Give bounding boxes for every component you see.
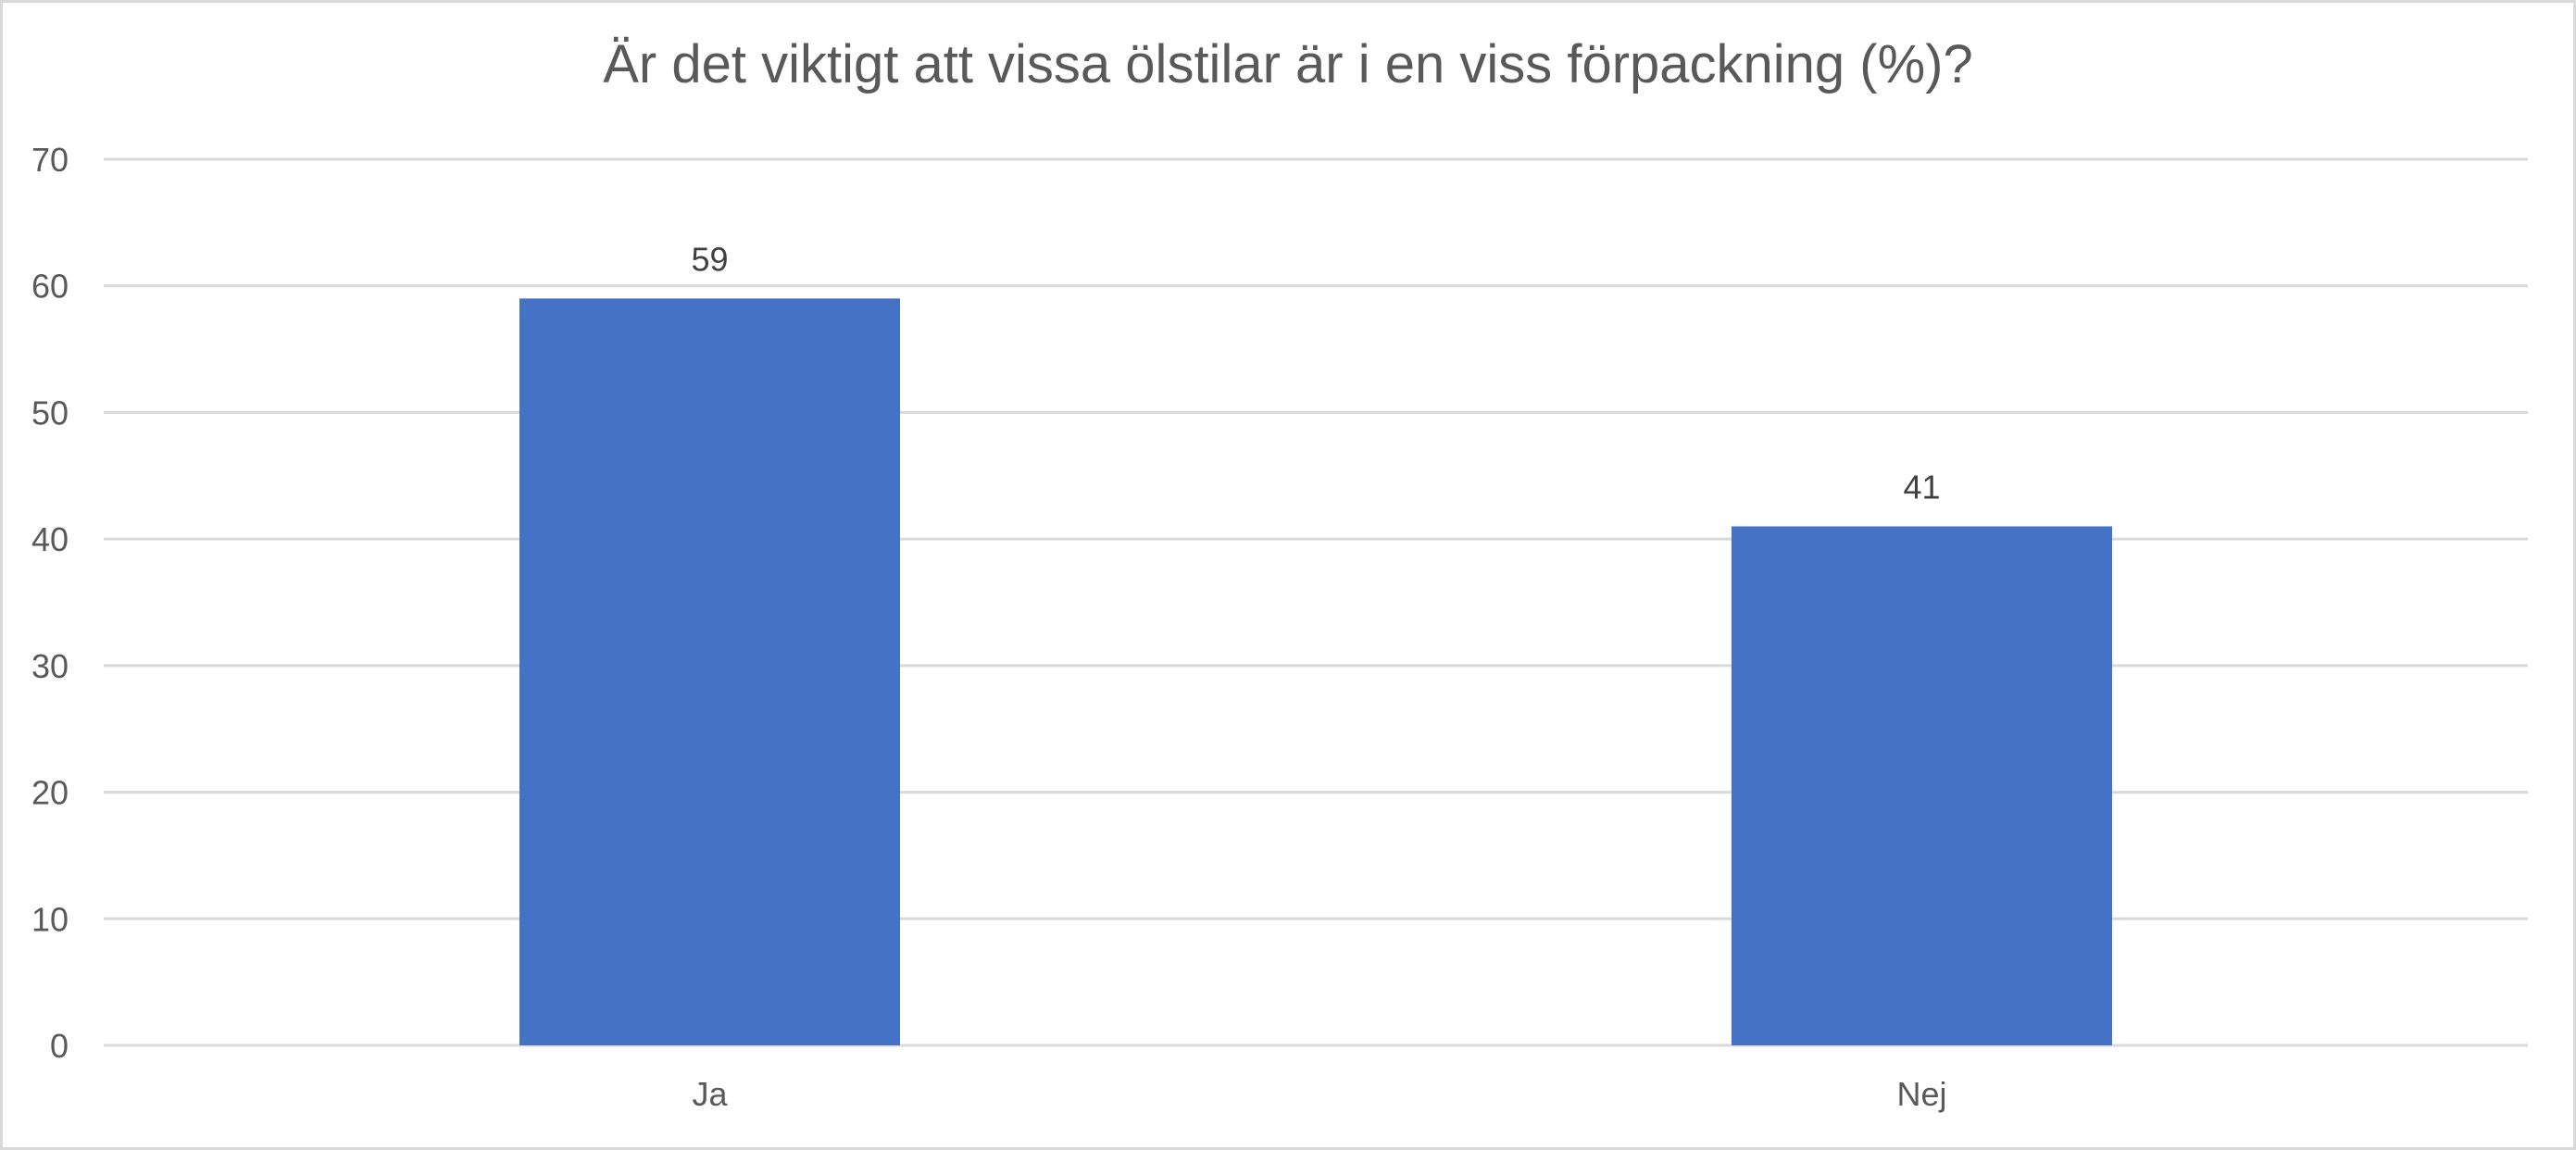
x-tick-label-ja: Ja	[692, 1075, 728, 1113]
y-tick-label-40: 40	[31, 520, 69, 558]
y-tick-label-60: 60	[31, 268, 69, 306]
data-labels: 59 41	[691, 240, 1940, 506]
bar-ja	[519, 298, 901, 1045]
bar-nej	[1731, 526, 2113, 1045]
data-label-ja: 59	[691, 240, 728, 278]
y-tick-label-20: 20	[31, 774, 69, 812]
y-tick-label-30: 30	[31, 647, 69, 685]
y-axis-ticks: 0 10 20 30 40 50 60 70	[31, 141, 69, 1065]
y-tick-label-0: 0	[50, 1027, 69, 1065]
x-tick-label-nej: Nej	[1896, 1075, 1946, 1113]
bars	[519, 298, 2113, 1045]
data-label-nej: 41	[1903, 468, 1940, 506]
chart-title: Är det viktigt att vissa ölstilar är i e…	[603, 34, 1973, 94]
y-tick-label-50: 50	[31, 394, 69, 431]
y-tick-label-70: 70	[31, 141, 69, 179]
gridlines	[104, 157, 2528, 1047]
y-tick-label-10: 10	[31, 900, 69, 938]
x-axis-ticks: Ja Nej	[692, 1075, 1946, 1113]
